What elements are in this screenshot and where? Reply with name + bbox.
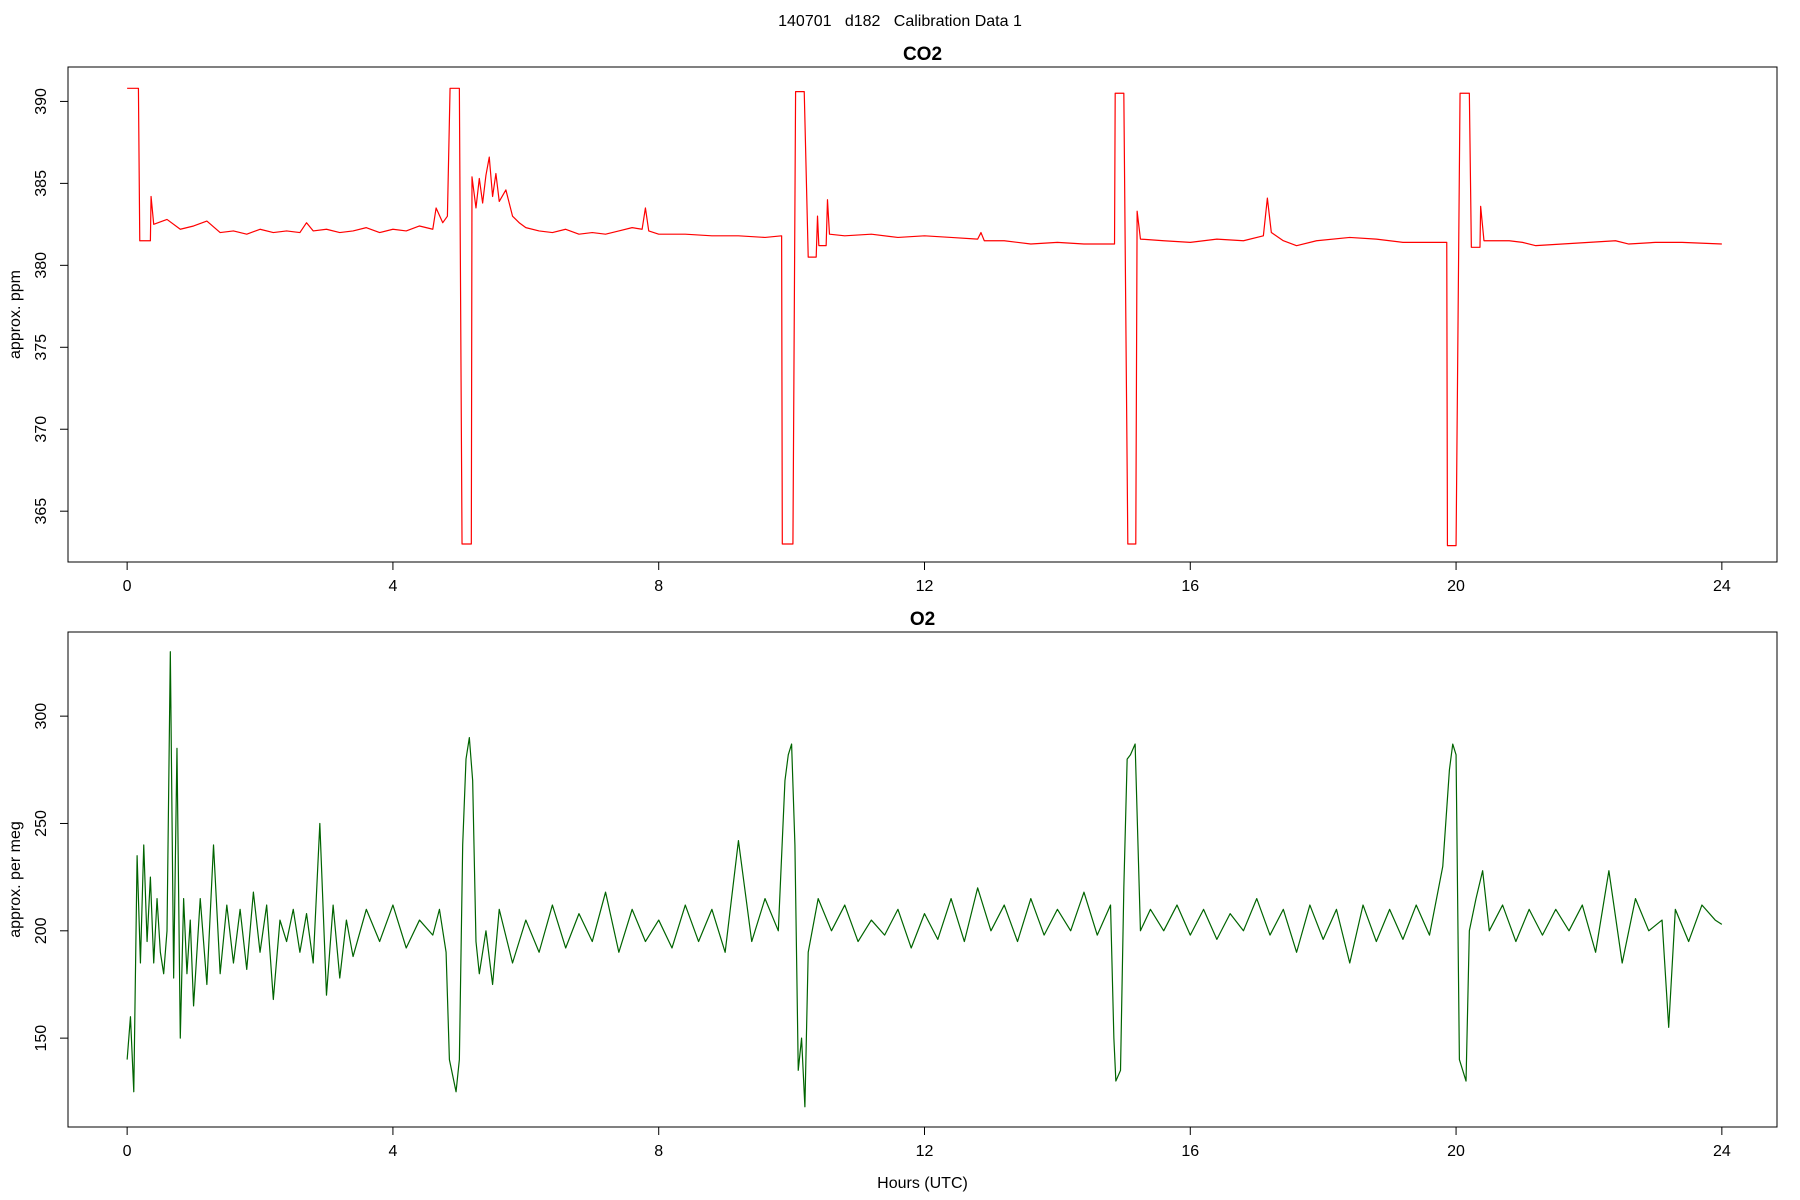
- y-tick-label: 250: [33, 810, 50, 837]
- y-tick-label: 375: [33, 334, 50, 361]
- x-tick-label: 12: [916, 1143, 934, 1160]
- data-line: [126, 651, 1723, 1108]
- y-tick-label: 370: [33, 416, 50, 443]
- data-line: [127, 87, 1722, 547]
- panel-title: O2: [910, 609, 935, 630]
- x-tick-label: 4: [388, 1143, 397, 1160]
- x-tick-label: 20: [1447, 1143, 1465, 1160]
- plot-frame: [67, 66, 1778, 563]
- x-tick-label: 8: [654, 578, 663, 595]
- x-tick-label: 8: [654, 1143, 663, 1160]
- panel: O2 approx. per meg Hours (UTC) 0 4 8 12 16 20 24 1…: [7, 609, 1778, 1192]
- y-tick-label: 365: [33, 498, 50, 525]
- x-tick-label: 0: [123, 578, 132, 595]
- x-tick-label: 24: [1713, 1143, 1731, 1160]
- x-tick-label: 20: [1447, 578, 1465, 595]
- panel: CO2 approx. ppm 0 4 8 12 16 20 24 365 370 375 380 385…: [7, 44, 1778, 595]
- y-tick-label: 300: [33, 703, 50, 730]
- x-tick-label: 0: [123, 1143, 132, 1160]
- data-layer: [126, 651, 1723, 1108]
- x-tick-label: 16: [1181, 578, 1199, 595]
- y-tick-label: 385: [33, 170, 50, 197]
- x-tick-label: 16: [1181, 1143, 1199, 1160]
- y-axis-title: approx. per meg: [7, 821, 24, 938]
- y-tick-label: 150: [33, 1025, 50, 1052]
- x-axis-title: Hours (UTC): [877, 1175, 968, 1192]
- y-tick-label: 380: [33, 252, 50, 279]
- x-tick-label: 4: [388, 578, 397, 595]
- y-axis-title: approx. ppm: [7, 270, 24, 359]
- y-tick-label: 200: [33, 917, 50, 944]
- plot-frame: [67, 631, 1778, 1128]
- y-tick-label: 390: [33, 88, 50, 115]
- panel-title: CO2: [903, 44, 942, 65]
- x-tick-label: 24: [1713, 578, 1731, 595]
- figure-title: 140701 d182 Calibration Data 1: [778, 13, 1022, 30]
- x-tick-label: 12: [916, 578, 934, 595]
- data-layer: [127, 87, 1722, 547]
